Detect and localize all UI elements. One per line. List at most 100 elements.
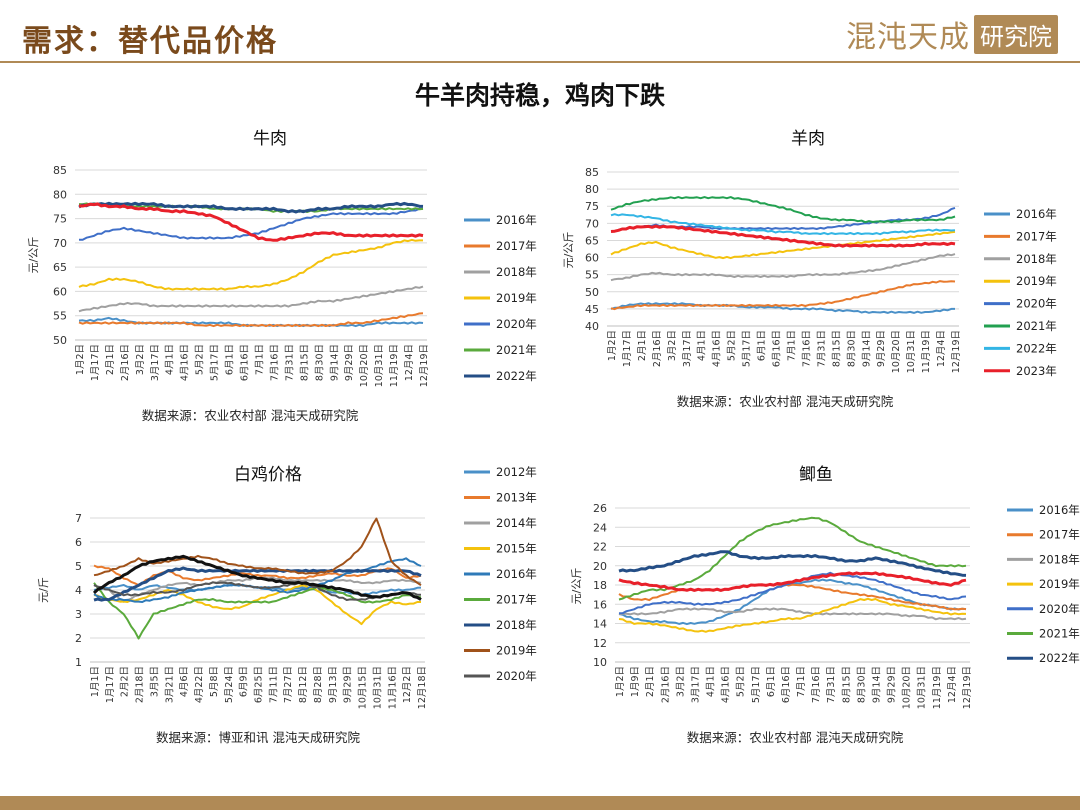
series-line-2019	[78, 238, 423, 291]
x-tick-label: 3月17日	[682, 330, 693, 367]
legend-label: 2019年	[1016, 274, 1057, 288]
x-tick-label: 7月11日	[268, 666, 279, 703]
x-tick-label: 3月17日	[150, 344, 161, 381]
series-line-2018	[610, 253, 956, 282]
x-tick-label: 1月2日	[75, 344, 86, 375]
footer-bar	[0, 796, 1080, 810]
y-tick-label: 75	[53, 213, 67, 226]
x-tick-label: 12月19日	[951, 330, 962, 373]
y-tick-label: 20	[593, 560, 607, 573]
series-line-2019	[618, 597, 967, 633]
series-line-2017	[610, 280, 956, 311]
y-tick-label: 70	[585, 217, 599, 230]
x-tick-label: 10月20日	[359, 344, 370, 387]
legend-label: 2019年	[496, 291, 537, 305]
series-line-2017	[78, 312, 424, 328]
series-line-2013	[93, 564, 422, 587]
x-tick-label: 8月30日	[856, 666, 867, 703]
x-tick-label: 12月4日	[936, 330, 947, 367]
x-tick-label: 6月1日	[757, 330, 768, 361]
x-tick-label: 9月14日	[861, 330, 872, 367]
x-tick-label: 7月1日	[254, 344, 265, 375]
legend-label: 2020年	[1016, 297, 1057, 311]
y-tick-label: 55	[585, 269, 599, 282]
series-line-2016	[78, 316, 424, 328]
y-axis-label: 元/公斤	[562, 232, 575, 269]
legend-label: 2022年	[1039, 651, 1080, 665]
x-tick-label: 8月15日	[841, 666, 852, 703]
x-tick-label: 2月2日	[120, 666, 131, 697]
series-line-2022	[78, 201, 424, 214]
y-tick-label: 4	[75, 584, 82, 597]
x-tick-label: 8月30日	[846, 330, 857, 367]
x-tick-label: 9月29日	[344, 344, 355, 381]
x-tick-label: 1月17日	[105, 666, 116, 703]
legend-label: 2022年	[496, 369, 537, 383]
series-line-2020	[610, 206, 956, 233]
x-tick-label: 12月4日	[404, 344, 415, 381]
main-title: 牛羊肉持稳，鸡肉下跌	[414, 81, 665, 110]
series-line-2020	[78, 207, 424, 241]
logo-box: 研究院	[974, 14, 1058, 54]
x-tick-label: 1月17日	[90, 344, 101, 381]
x-tick-label: 3月2日	[667, 330, 678, 361]
legend-label: 2021年	[1039, 627, 1080, 641]
x-tick-label: 6月16日	[240, 344, 251, 381]
y-tick-label: 70	[53, 237, 67, 250]
x-tick-label: 5月8日	[209, 666, 220, 697]
y-tick-label: 85	[585, 166, 599, 179]
x-tick-label: 12月19日	[419, 344, 430, 387]
y-tick-label: 1	[75, 656, 82, 669]
x-tick-label: 7月31日	[816, 330, 827, 367]
x-tick-label: 5月2日	[727, 330, 738, 361]
legend-label: 2017年	[496, 239, 537, 253]
x-tick-label: 10月15日	[358, 666, 369, 709]
y-tick-label: 16	[593, 598, 607, 611]
x-tick-label: 7月1日	[786, 330, 797, 361]
legend-label: 2015年	[496, 542, 537, 556]
y-tick-label: 65	[53, 261, 67, 274]
header-divider	[0, 61, 1080, 63]
legend-label: 2017年	[1039, 528, 1080, 542]
x-tick-label: 7月1日	[796, 666, 807, 697]
x-tick-label: 11月19日	[921, 330, 932, 373]
y-tick-label: 45	[585, 303, 599, 316]
x-tick-label: 1月2日	[607, 330, 618, 361]
legend-label: 2018年	[496, 618, 537, 632]
y-tick-label: 65	[585, 234, 599, 247]
y-tick-label: 18	[593, 579, 607, 592]
x-tick-label: 3月5日	[149, 666, 160, 697]
x-tick-label: 7月16日	[801, 330, 812, 367]
x-tick-label: 4月1日	[706, 666, 717, 697]
series-line-2017	[618, 583, 967, 611]
x-tick-label: 12月18日	[417, 666, 428, 709]
x-tick-label: 7月16日	[811, 666, 822, 703]
chart-title: 鲫鱼	[799, 465, 833, 485]
legend-label: 2013年	[496, 491, 537, 505]
x-tick-label: 11月16日	[387, 666, 398, 709]
y-tick-label: 50	[53, 334, 67, 347]
series-line-2022	[618, 550, 967, 577]
y-tick-label: 7	[75, 512, 82, 525]
x-tick-label: 11月19日	[932, 666, 943, 709]
series-line-2020	[618, 571, 967, 615]
legend-label: 2018年	[1016, 252, 1057, 266]
series-line-2021	[618, 516, 967, 601]
x-tick-label: 9月29日	[876, 330, 887, 367]
legend-label: 2016年	[496, 567, 537, 581]
x-tick-label: 9月14日	[871, 666, 882, 703]
x-tick-label: 6月16日	[781, 666, 792, 703]
y-tick-label: 60	[53, 285, 67, 298]
series-line-2016	[93, 557, 422, 603]
x-tick-label: 5月17日	[742, 330, 753, 367]
x-tick-label: 10月31日	[374, 344, 385, 387]
series-line-2017	[93, 582, 422, 640]
x-tick-label: 2月16日	[120, 344, 131, 381]
x-tick-label: 6月9日	[239, 666, 250, 697]
y-tick-label: 80	[53, 188, 67, 201]
series-line-2022	[610, 213, 956, 236]
x-tick-label: 4月22日	[194, 666, 205, 703]
y-tick-label: 14	[593, 618, 607, 631]
x-tick-label: 8月15日	[299, 344, 310, 381]
